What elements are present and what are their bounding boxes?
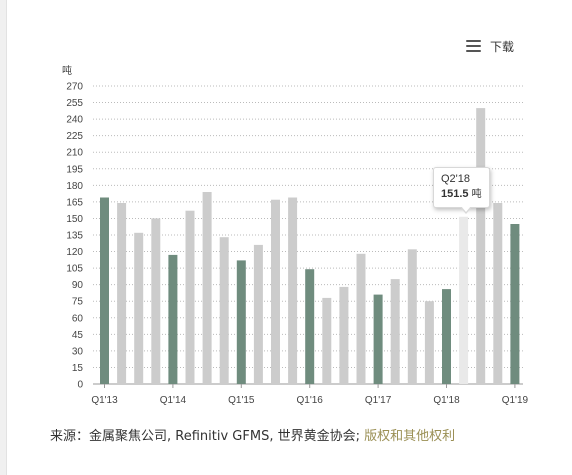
- x-tick-label: Q1'18: [433, 395, 460, 406]
- y-tick-label: 45: [72, 330, 84, 341]
- y-tick-label: 105: [66, 264, 83, 275]
- source-note: 来源：金属聚焦公司, Refinitiv GFMS, 世界黄金协会; 版权和其他…: [50, 425, 455, 444]
- bar-Q1'19[interactable]: [510, 224, 520, 384]
- y-tick-label: 195: [66, 164, 83, 175]
- tooltip-value-row: 151.5 吨: [441, 187, 482, 202]
- x-tick-label: Q1'19: [502, 395, 529, 406]
- y-tick-label: 75: [72, 297, 84, 308]
- y-tick-label: 90: [72, 280, 84, 291]
- y-tick-label: 240: [66, 115, 83, 126]
- bar-Q1'16[interactable]: [305, 269, 315, 384]
- y-tick-label: 150: [66, 214, 83, 225]
- bar-Q4'14[interactable]: [219, 237, 229, 384]
- y-tick-label: 0: [77, 380, 83, 391]
- y-tick-label: 270: [66, 82, 83, 93]
- source-prefix: 来源：: [50, 429, 90, 444]
- bar-Q4'16[interactable]: [356, 253, 366, 384]
- bar-Q1'17[interactable]: [373, 294, 383, 384]
- bar-Q3'13[interactable]: [134, 232, 144, 384]
- x-tick-label: Q1'16: [297, 395, 324, 406]
- hamburger-menu-icon: [466, 40, 481, 52]
- x-tick-label: Q1'15: [228, 395, 255, 406]
- y-tick-label: 225: [66, 131, 83, 142]
- x-tick-label: Q1'14: [160, 395, 187, 406]
- bar-Q3'16[interactable]: [339, 286, 349, 384]
- bar-Q2'16[interactable]: [322, 297, 332, 384]
- bar-Q4'13[interactable]: [151, 218, 161, 384]
- y-tick-label: 30: [72, 346, 84, 357]
- bar-Q3'15[interactable]: [271, 199, 280, 384]
- left-frame-edge: [0, 0, 7, 475]
- bar-Q3'14[interactable]: [202, 192, 212, 384]
- x-axis: Q1'13 Q1'14 Q1'15 Q1'16 Q1'17 Q1'18 Q1'19: [91, 384, 529, 406]
- x-tick-label: Q1'13: [91, 395, 118, 406]
- bar-Q1'18[interactable]: [442, 289, 451, 384]
- download-label: 下载: [490, 39, 515, 54]
- bar-Q1'15[interactable]: [236, 260, 246, 384]
- bars: [100, 108, 520, 385]
- y-axis-unit-label: 吨: [62, 64, 72, 77]
- bar-Q4'18[interactable]: [493, 203, 503, 384]
- x-tick-label: Q1'17: [365, 395, 392, 406]
- bar-tooltip: Q2'18 151.5 吨: [433, 167, 490, 214]
- y-tick-label: 60: [72, 313, 84, 324]
- y-tick-label: 180: [66, 181, 83, 192]
- bar-Q1'14[interactable]: [168, 254, 178, 384]
- bar-Q2'18[interactable]: [459, 216, 469, 384]
- y-tick-label: 165: [66, 197, 83, 208]
- tooltip-pointer: [460, 206, 472, 214]
- bar-Q2'13[interactable]: [117, 203, 127, 384]
- tooltip-category: Q2'18: [441, 173, 471, 185]
- source-text: 金属聚焦公司, Refinitiv GFMS, 世界黄金协会;: [89, 429, 365, 444]
- y-tick-label: 15: [72, 363, 84, 374]
- y-tick-label: 210: [66, 148, 83, 159]
- bar-Q4'17[interactable]: [424, 301, 434, 384]
- bar-Q3'17[interactable]: [407, 249, 417, 384]
- bar-Q2'15[interactable]: [253, 244, 263, 384]
- y-tick-label: 135: [66, 231, 83, 242]
- y-tick-label: 120: [66, 247, 83, 258]
- download-button[interactable]: 下载: [466, 37, 514, 55]
- bar-Q1'13[interactable]: [100, 197, 109, 385]
- bar-Q2'17[interactable]: [390, 279, 400, 384]
- bar-chart: 0 15 30 45 60 75 90 105 120 135 150 165 180 195 210 225…: [62, 64, 529, 406]
- tooltip-unit: 吨: [471, 189, 482, 200]
- bar-Q4'15[interactable]: [288, 197, 298, 385]
- y-axis: 0 15 30 45 60 75 90 105 120 135 150 165 180 195 210 225…: [66, 82, 83, 391]
- bar-Q3'18[interactable]: [476, 108, 486, 384]
- bar-Q2'14[interactable]: [185, 210, 195, 384]
- y-tick-label: 255: [66, 98, 83, 109]
- rights-link[interactable]: 版权和其他权利: [364, 429, 456, 444]
- tooltip-value: 151.5: [441, 188, 469, 200]
